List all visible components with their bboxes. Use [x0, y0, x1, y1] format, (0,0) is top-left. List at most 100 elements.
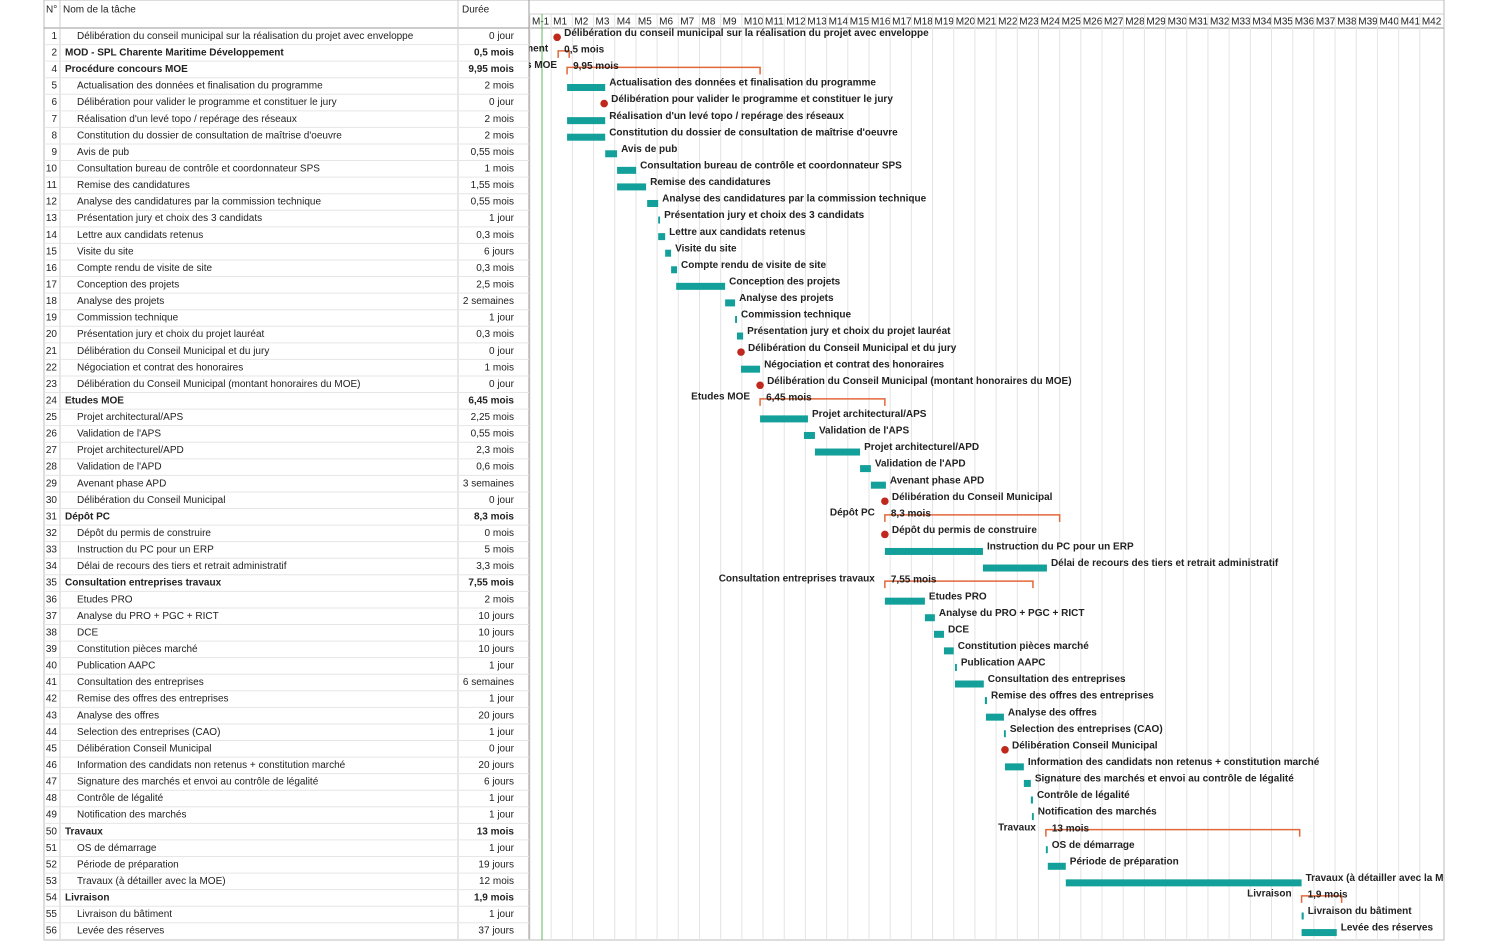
task-bar [567, 117, 606, 125]
bar-label: Délibération Conseil Municipal [1012, 740, 1158, 751]
task-duration: 1 jour [489, 661, 515, 672]
task-bar [984, 697, 987, 705]
bar-label: Contrôle de légalité [1037, 790, 1130, 801]
month-label: M28 [1125, 17, 1145, 28]
bar-label: 9,95 mois [573, 61, 619, 72]
summary-bar [566, 66, 761, 75]
summary-bar [557, 50, 570, 58]
task-id: 18 [46, 296, 58, 307]
task-id: 45 [46, 743, 58, 754]
bar-label: Travaux [998, 822, 1036, 833]
bar-label: 1,9 mois [1308, 890, 1348, 901]
task-name: Visite du site [77, 246, 134, 257]
task-name: Validation de l'APS [77, 429, 161, 440]
task-duration: 19 jours [478, 859, 514, 870]
month-label: M-1 [532, 17, 550, 28]
frame [43, 0, 1445, 941]
month-label: M34 [1252, 17, 1272, 28]
month-label: M21 [977, 17, 997, 28]
task-bar [814, 448, 861, 456]
month-label: M18 [913, 17, 933, 28]
task-name: Etudes PRO [77, 594, 133, 605]
bar-label: Remise des offres des entreprises [991, 691, 1154, 702]
month-label: M5 [638, 17, 652, 28]
task-duration: 0,3 mois [476, 230, 514, 241]
bar-label: DCE [948, 624, 969, 635]
bar-label: Période de préparation [1070, 856, 1179, 867]
task-id: 12 [46, 197, 58, 208]
task-id: 41 [46, 677, 58, 688]
task-id: 48 [46, 793, 58, 804]
month-label: M39 [1358, 17, 1378, 28]
task-bar [658, 233, 666, 241]
bar-label: Etudes PRO [929, 591, 987, 602]
month-label: M25 [1062, 17, 1082, 28]
task-name: Dépôt PC [65, 511, 110, 522]
task-name: Information des candidats non retenus + … [77, 760, 346, 771]
task-name: Délibération du conseil municipal sur la… [77, 31, 414, 42]
task-name: Réalisation d'un levé topo / repérage de… [77, 114, 297, 125]
bar-label: Projet architectural/APS [812, 409, 927, 420]
bar-label: Validation de l'APD [875, 459, 966, 470]
month-label: M10 [744, 17, 764, 28]
task-duration: 6,45 mois [468, 395, 514, 406]
task-id: 53 [46, 876, 58, 887]
task-id: 24 [46, 395, 58, 406]
task-bar [658, 216, 661, 224]
month-label: M7 [680, 17, 694, 28]
bar-label: Présentation jury et choix du projet lau… [747, 326, 951, 337]
bar-label: Remise des candidatures [650, 177, 771, 188]
bar-label: Instruction du PC pour un ERP [987, 542, 1134, 553]
task-duration: 2 mois [485, 594, 514, 605]
task-bar [870, 481, 886, 489]
task-duration: 0 jour [489, 346, 515, 357]
bar-label: Actualisation des données et finalisatio… [609, 78, 876, 89]
task-bar [760, 415, 808, 423]
month-label: M37 [1316, 17, 1336, 28]
bar-label: Etudes MOE [691, 391, 750, 402]
task-name: Délibération du Conseil Municipal (monta… [77, 379, 360, 390]
task-duration: 0,55 mois [471, 429, 514, 440]
task-name: Etudes MOE [65, 395, 124, 406]
task-id: 50 [46, 826, 58, 837]
bar-label: Délibération pour valider le programme e… [611, 94, 893, 105]
month-label: M26 [1083, 17, 1103, 28]
task-id: 13 [46, 213, 58, 224]
bar-label: Analyse des projets [739, 293, 834, 304]
task-duration: 2 mois [485, 81, 514, 92]
task-bar [647, 199, 659, 207]
month-label: M20 [956, 17, 976, 28]
milestone [881, 530, 889, 539]
task-id: 47 [46, 777, 58, 788]
bar-label: Négociation et contrat des honoraires [764, 359, 944, 370]
task-id: 39 [46, 644, 58, 655]
task-id: 35 [46, 578, 58, 589]
task-id: 7 [51, 114, 57, 125]
month-label: M2 [574, 17, 588, 28]
task-id: 33 [46, 545, 58, 556]
task-duration: 10 jours [478, 644, 514, 655]
task-duration: 1 mois [485, 163, 514, 174]
month-label: M29 [1146, 17, 1166, 28]
task-name: Signature des marchés et envoi au contrô… [77, 777, 319, 788]
task-name: Validation de l'APD [77, 462, 162, 473]
task-name: MOD - SPL Charente Maritime Développemen… [65, 47, 284, 58]
task-id: 11 [47, 180, 58, 191]
milestone [600, 99, 608, 108]
task-bar [1003, 730, 1006, 738]
bar-label: 13 mois [1052, 823, 1090, 834]
task-id: 49 [46, 810, 58, 821]
task-duration: 1,9 mois [474, 893, 514, 904]
month-label: M14 [829, 17, 849, 28]
task-duration: 1 jour [489, 793, 515, 804]
task-bar [884, 547, 983, 555]
task-id: 5 [51, 81, 57, 92]
task-bar [1301, 929, 1337, 937]
task-id: 26 [46, 429, 58, 440]
month-label: M36 [1295, 17, 1315, 28]
task-id: 20 [46, 329, 58, 340]
month-label: M27 [1104, 17, 1124, 28]
task-id: 4 [51, 64, 57, 75]
task-bar [617, 166, 637, 174]
bar-label: Délibération du Conseil Municipal (monta… [767, 376, 1071, 387]
